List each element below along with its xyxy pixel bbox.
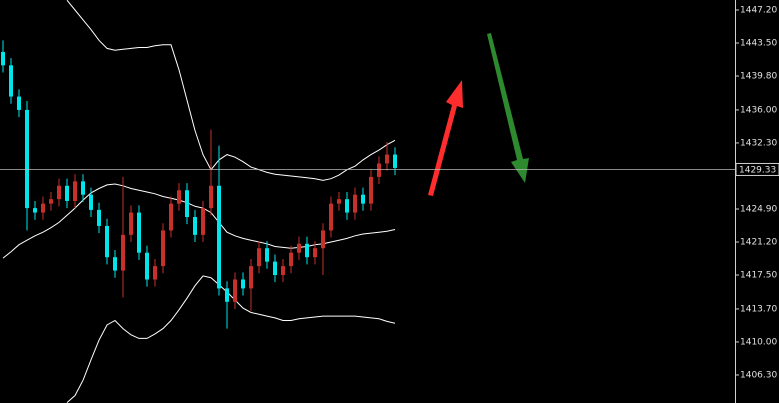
candle-body	[297, 243, 301, 253]
candle-body	[121, 234, 125, 271]
candle-body	[329, 203, 333, 231]
y-tick-label: 1417.50	[740, 271, 777, 281]
candle-body	[185, 190, 189, 218]
y-tick-label: 1443.50	[740, 39, 777, 49]
candle-body	[153, 266, 157, 280]
band-line	[66, 275, 396, 403]
candle-body	[129, 212, 133, 235]
down-arrow	[487, 33, 529, 183]
candle-body	[281, 266, 285, 276]
candle-body	[377, 163, 381, 177]
last-price-box	[735, 162, 779, 176]
candle-body	[193, 217, 197, 235]
candle-body	[249, 266, 253, 289]
y-tick-label: 1439.80	[740, 72, 777, 82]
candle-body	[321, 230, 325, 249]
candle-body	[265, 248, 269, 262]
candle-body	[201, 208, 205, 235]
candle-body	[177, 190, 181, 204]
candle-body	[209, 185, 213, 209]
candle-body	[241, 279, 245, 289]
candle-body	[361, 194, 365, 204]
band-line	[2, 183, 396, 259]
candle-body	[305, 243, 309, 258]
candle-body	[17, 96, 21, 110]
candle-body	[9, 65, 13, 97]
y-tick-label: 1413.70	[740, 304, 777, 314]
candle-body	[137, 212, 141, 253]
candle-body	[257, 248, 261, 267]
candle-body	[113, 257, 117, 271]
candle-body	[385, 154, 389, 164]
y-tick-label: 1406.30	[740, 370, 777, 380]
candle-body	[1, 51, 5, 66]
candle-body	[89, 194, 93, 210]
candle-body	[217, 185, 221, 289]
candle-body	[49, 199, 53, 204]
candle-body	[337, 199, 341, 204]
candle-body	[233, 279, 237, 302]
candle-body	[65, 185, 69, 201]
candle-body	[105, 225, 109, 258]
y-tick-label: 1424.90	[740, 204, 777, 214]
plot-area	[1, 0, 397, 403]
y-tick-label: 1421.20	[740, 238, 777, 248]
candle-body	[353, 194, 357, 213]
candle-body	[41, 203, 45, 213]
candle-body	[145, 252, 149, 280]
last-price-label: 1429.33	[739, 165, 776, 175]
y-tick-label: 1410.00	[740, 337, 777, 347]
candle-body	[25, 109, 29, 209]
y-tick-label: 1447.20	[740, 5, 777, 15]
candle-body	[393, 154, 397, 168]
candle-body	[169, 203, 173, 231]
candle-body	[57, 185, 61, 200]
up-arrow	[428, 80, 463, 196]
candle-body	[313, 248, 317, 258]
candle-body	[97, 209, 101, 226]
candle-body	[273, 261, 277, 276]
candle-body	[33, 208, 37, 213]
candle-body	[225, 288, 229, 302]
candle-body	[161, 230, 165, 267]
y-tick-label: 1436.00	[740, 105, 777, 115]
candle-body	[73, 181, 77, 201]
candle-body	[289, 252, 293, 267]
y-tick-label: 1432.30	[740, 138, 777, 148]
candle-body	[369, 176, 373, 204]
candle-body	[345, 199, 349, 213]
band-line	[66, 0, 396, 181]
candle-body	[81, 181, 85, 195]
